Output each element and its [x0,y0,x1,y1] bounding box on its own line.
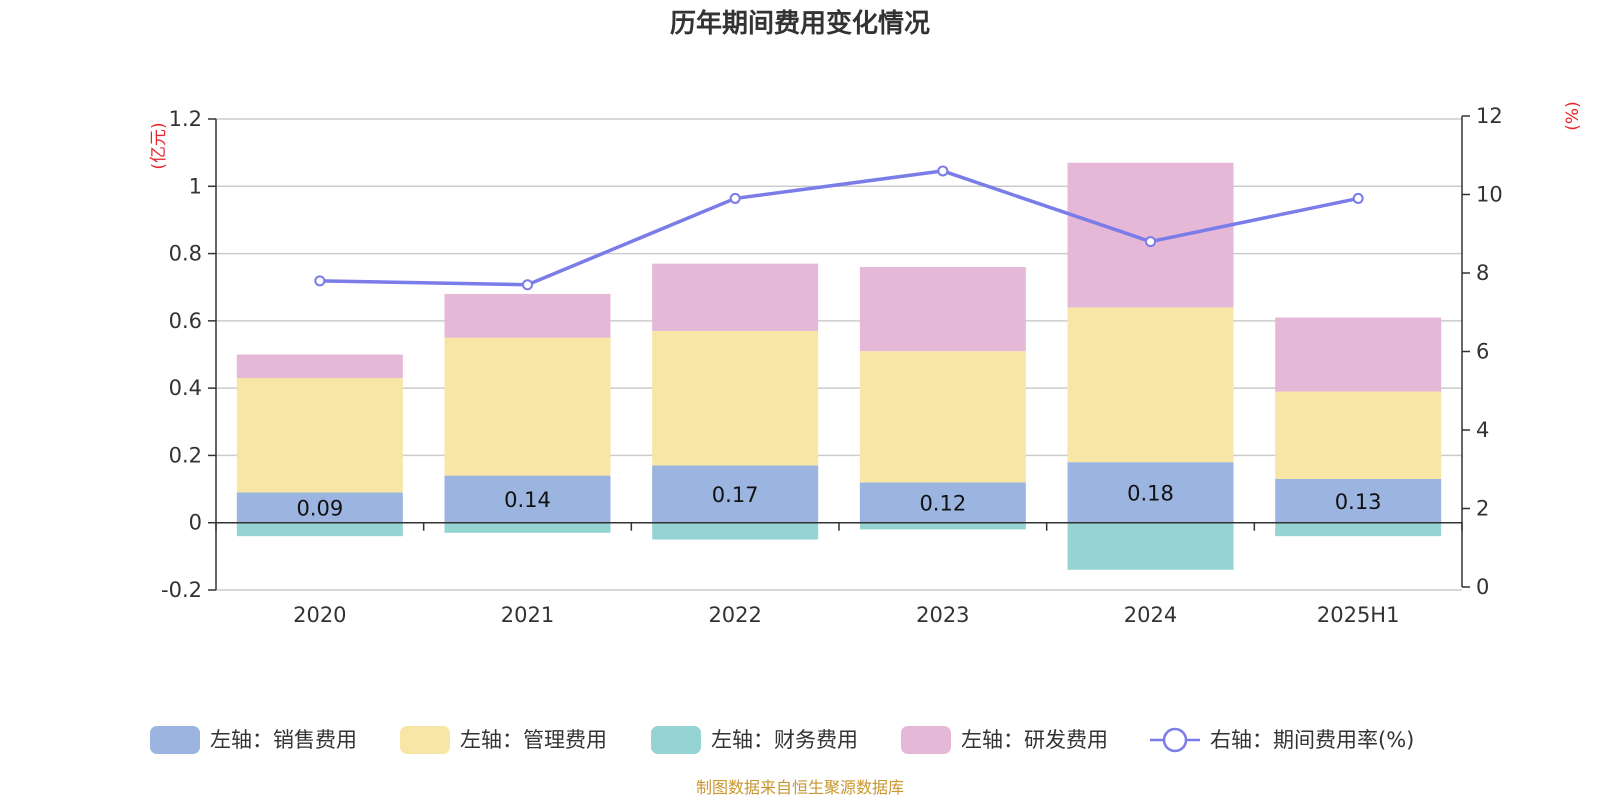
legend-swatch [651,726,701,754]
bar-segment [444,337,611,476]
left-tick-label: 1 [189,174,202,198]
bar-segment [859,267,1026,352]
right-axis-unit: (%) [1563,101,1583,130]
left-tick-label: 1.2 [169,107,202,131]
bar-segment [859,482,1026,523]
bar-segment [1275,317,1442,392]
left-tick-label: 0 [189,511,202,535]
x-tick-label: 2023 [916,603,969,627]
bars [236,162,1442,570]
bar-value-label: 0.14 [504,488,551,512]
right-tick-label: 2 [1476,497,1489,521]
right-tick-label: 8 [1476,261,1489,285]
bar-segment [1275,478,1442,523]
legend-label: 左轴：管理费用 [460,728,607,752]
legend-label: 左轴：销售费用 [210,728,357,752]
left-tick-label: 0.4 [169,376,202,400]
rate-point [522,279,533,291]
bar-segment [859,522,1026,530]
x-tick-label: 2020 [293,603,346,627]
x-tick-label: 2024 [1124,603,1177,627]
bar-segment [444,293,611,338]
bar-segment [236,522,403,537]
rate-line-path [319,169,1359,287]
legend-swatch [901,726,951,754]
bar-segment [236,492,403,523]
bar-segment [1067,462,1234,523]
rate-point [1352,192,1364,204]
bar-segment [1275,391,1442,479]
legend-label: 右轴：期间费用率(%) [1210,728,1414,752]
rate-point [937,165,949,177]
rate-point [1145,236,1156,248]
right-tick-label: 6 [1476,340,1489,364]
left-tick-label: 0.2 [169,443,202,467]
bar-value-label: 0.18 [1127,481,1174,505]
legend-swatch [150,726,200,754]
right-tick-label: 12 [1476,104,1503,128]
bar-segment [444,475,611,523]
bar-segment [444,522,611,533]
bar-segment [1275,522,1442,537]
bar-value-label: 0.13 [1335,490,1382,514]
data-labels: 0.09 0.14 0.17 0.12 0.18 0.13 [296,481,1381,520]
right-tick-label: 10 [1476,183,1503,207]
data-source-note: 制图数据来自恒生聚源数据库 [696,778,904,797]
bar-value-label: 0.09 [296,497,343,521]
x-tick-label: 2022 [708,603,761,627]
bar-segment [236,354,403,379]
legend-label: 左轴：财务费用 [711,728,858,752]
left-tick-label: 0.8 [169,242,202,266]
bar-value-label: 0.17 [712,483,759,507]
bar-segment [1067,307,1234,463]
rate-line [314,165,1364,291]
rate-point [314,275,326,287]
left-tick-label: 0.6 [169,309,202,333]
bar-segment [652,330,819,466]
legend-label: 左轴：研发费用 [961,728,1108,752]
legend-swatch [400,726,450,754]
left-tick-label: -0.2 [161,578,202,602]
bar-segment [236,378,403,493]
left-axis-unit: (亿元) [149,122,169,169]
bar-segment [1067,522,1234,570]
bar-segment [859,351,1026,483]
legend-line-marker [1162,727,1188,753]
right-tick-label: 4 [1476,418,1489,442]
bar-segment [652,522,819,540]
bar-segment [1067,162,1234,308]
axes: -0.2 0 0.2 0.4 0.6 0.8 1 1.2 0 2 4 6 8 10 12 2020 2021 20… [161,104,1503,627]
bar-segment [652,465,819,523]
right-tick-label: 0 [1476,575,1489,599]
bar-segment [652,263,819,331]
x-tick-label: 2021 [501,603,554,627]
rate-point [729,192,741,204]
gridlines [216,118,1462,591]
x-tick-label: 2025H1 [1317,603,1400,627]
bar-value-label: 0.12 [919,492,966,516]
chart-title: 历年期间费用变化情况 [670,8,930,39]
legend: 左轴：销售费用 左轴：管理费用 左轴：财务费用 左轴：研发费用 右轴：期间费用率(%) [150,726,1414,754]
